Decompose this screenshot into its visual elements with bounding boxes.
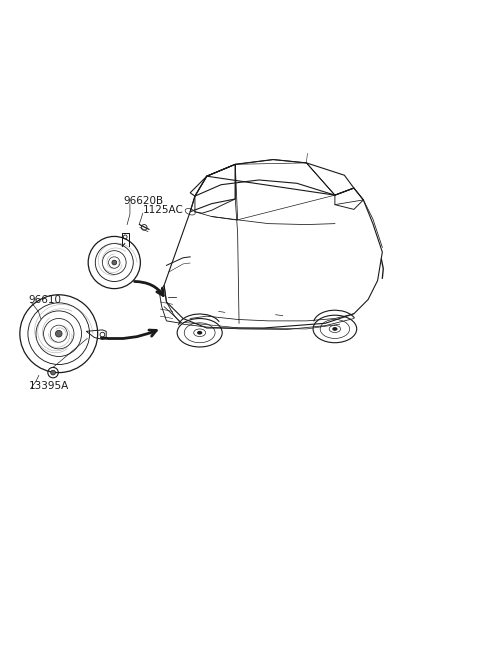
Text: 96620B: 96620B xyxy=(124,196,164,206)
Text: 96610: 96610 xyxy=(29,295,62,306)
Circle shape xyxy=(112,260,117,265)
Text: 1125AC: 1125AC xyxy=(143,205,184,215)
Ellipse shape xyxy=(333,328,337,330)
Ellipse shape xyxy=(198,331,202,334)
Circle shape xyxy=(51,370,56,375)
Text: 13395A: 13395A xyxy=(29,381,69,391)
Circle shape xyxy=(56,331,62,337)
